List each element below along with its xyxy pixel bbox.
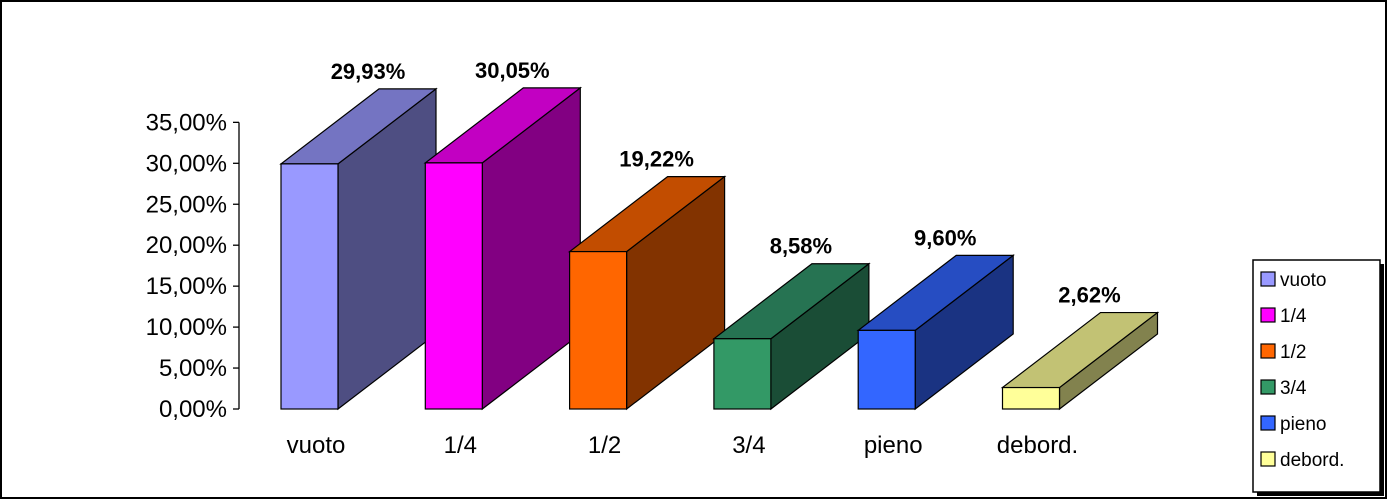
data-value-label: 8,58% — [770, 234, 832, 259]
legend: vuoto 1/4 1/2 3/4 pieno debord. — [1252, 259, 1384, 496]
y-tick-label: 30,00% — [146, 150, 227, 177]
bar-front-face — [424, 162, 483, 410]
data-value-label: 2,62% — [1058, 283, 1120, 308]
x-category-label: 3/4 — [732, 432, 765, 459]
legend-entry-label: 1/4 — [1280, 306, 1307, 327]
y-tick-label: 25,00% — [146, 191, 227, 218]
y-tick-label: 15,00% — [146, 273, 227, 300]
x-category-label: 1/2 — [588, 432, 621, 459]
legend-swatch — [1260, 271, 1276, 287]
bar-front-face — [857, 329, 916, 410]
legend-entry-label: debord. — [1280, 450, 1344, 471]
x-category-label: debord. — [997, 432, 1078, 459]
x-category-label: vuoto — [287, 432, 346, 459]
legend-swatch — [1260, 307, 1276, 323]
y-tick-label: 10,00% — [146, 314, 227, 341]
legend-swatch — [1260, 415, 1276, 431]
bar-front-face — [1001, 386, 1061, 410]
legend-entry-label: 1/2 — [1280, 342, 1306, 363]
bar-debord — [1000, 311, 1160, 411]
legend-swatch — [1260, 451, 1276, 467]
y-tick-label: 5,00% — [159, 355, 227, 382]
y-axis: 0,00% 5,00% 10,00% 15,00% 20,00% 25,00% 30,00%… — [146, 109, 240, 423]
bars — [279, 86, 1160, 411]
legend-swatch — [1260, 379, 1276, 395]
x-category-label: 1/4 — [444, 432, 477, 459]
y-tick-label: 35,00% — [146, 109, 227, 136]
bar-3-4 — [712, 262, 871, 411]
data-value-label: 30,05% — [475, 58, 550, 83]
legend-entry-label: pieno — [1280, 414, 1327, 435]
x-category-label: pieno — [864, 432, 923, 459]
legend-entry-label: vuoto — [1280, 270, 1326, 291]
y-tick-label: 20,00% — [146, 232, 227, 259]
legend-entry-label: 3/4 — [1280, 378, 1307, 399]
data-value-label: 9,60% — [914, 225, 976, 250]
bar-1-2 — [567, 175, 727, 411]
bar-front-face — [280, 163, 339, 410]
data-labels: vuoto 29,93% 1/4 30,05% 1/2 19,22% 3/4 8,58% pie… — [287, 58, 1121, 459]
bar-1-4 — [423, 86, 583, 411]
y-tick-label: 0,00% — [159, 396, 227, 423]
bar-vuoto — [279, 87, 438, 411]
data-value-label: 29,93% — [331, 59, 406, 84]
bar-pieno — [856, 254, 1015, 411]
bar-front-face — [568, 250, 628, 410]
data-value-label: 19,22% — [619, 147, 694, 172]
bar-front-face — [713, 338, 772, 410]
legend-swatch — [1260, 343, 1276, 359]
